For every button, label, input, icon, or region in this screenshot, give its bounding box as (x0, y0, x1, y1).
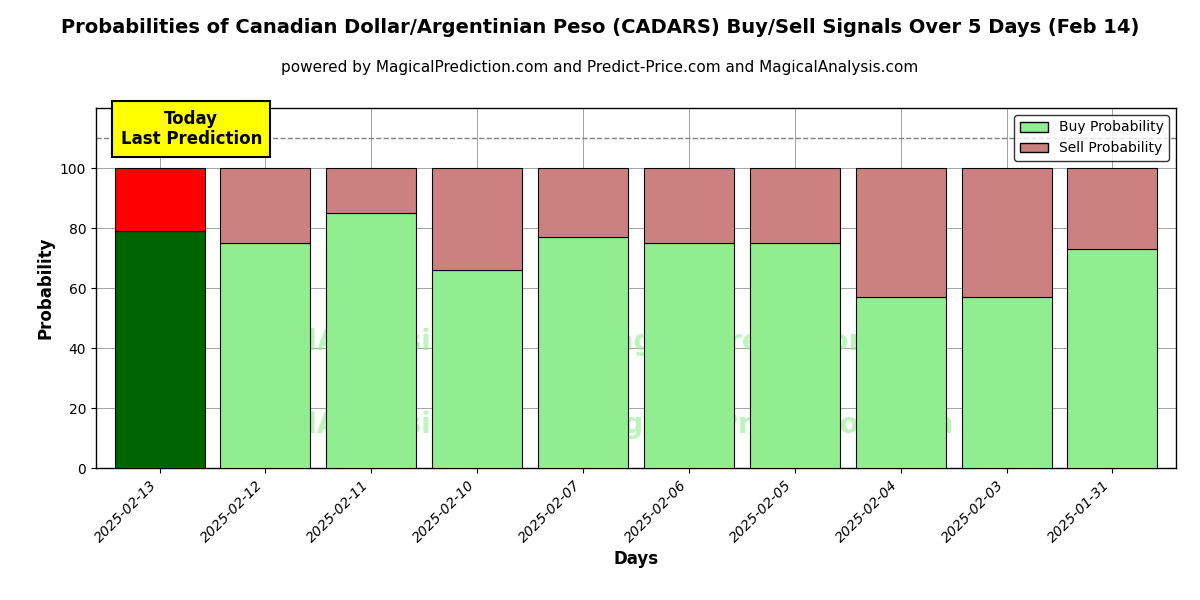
Bar (432, 168, 522, 270)
Bar (750, 243, 840, 468)
Bar (856, 168, 946, 297)
Bar (221, 168, 311, 243)
Bar (856, 297, 946, 468)
Bar (326, 168, 416, 213)
Y-axis label: Probability: Probability (36, 237, 54, 339)
Bar (432, 270, 522, 468)
Bar (644, 243, 734, 468)
Text: Probabilities of Canadian Dollar/Argentinian Peso (CADARS) Buy/Sell Signals Over: Probabilities of Canadian Dollar/Argenti… (61, 18, 1139, 37)
Bar (961, 297, 1051, 468)
Text: powered by MagicalPrediction.com and Predict-Price.com and MagicalAnalysis.com: powered by MagicalPrediction.com and Pre… (281, 60, 919, 75)
Bar (961, 168, 1051, 297)
Text: calAnalysis.com: calAnalysis.com (274, 411, 523, 439)
X-axis label: Days: Days (613, 550, 659, 568)
Bar (538, 237, 628, 468)
Bar (1068, 249, 1158, 468)
Bar (114, 231, 204, 468)
Bar (114, 168, 204, 231)
Bar (221, 243, 311, 468)
Legend: Buy Probability, Sell Probability: Buy Probability, Sell Probability (1014, 115, 1169, 161)
Text: Today
Last Prediction: Today Last Prediction (121, 110, 262, 148)
Bar (538, 168, 628, 237)
Bar (1068, 168, 1158, 249)
Bar (644, 168, 734, 243)
Bar (750, 168, 840, 243)
Text: MagicaldPrediction.com: MagicaldPrediction.com (577, 411, 954, 439)
Bar (326, 213, 416, 468)
Text: MagicalPrediction.com: MagicalPrediction.com (587, 328, 944, 356)
Text: calAnalysis.com: calAnalysis.com (274, 328, 523, 356)
